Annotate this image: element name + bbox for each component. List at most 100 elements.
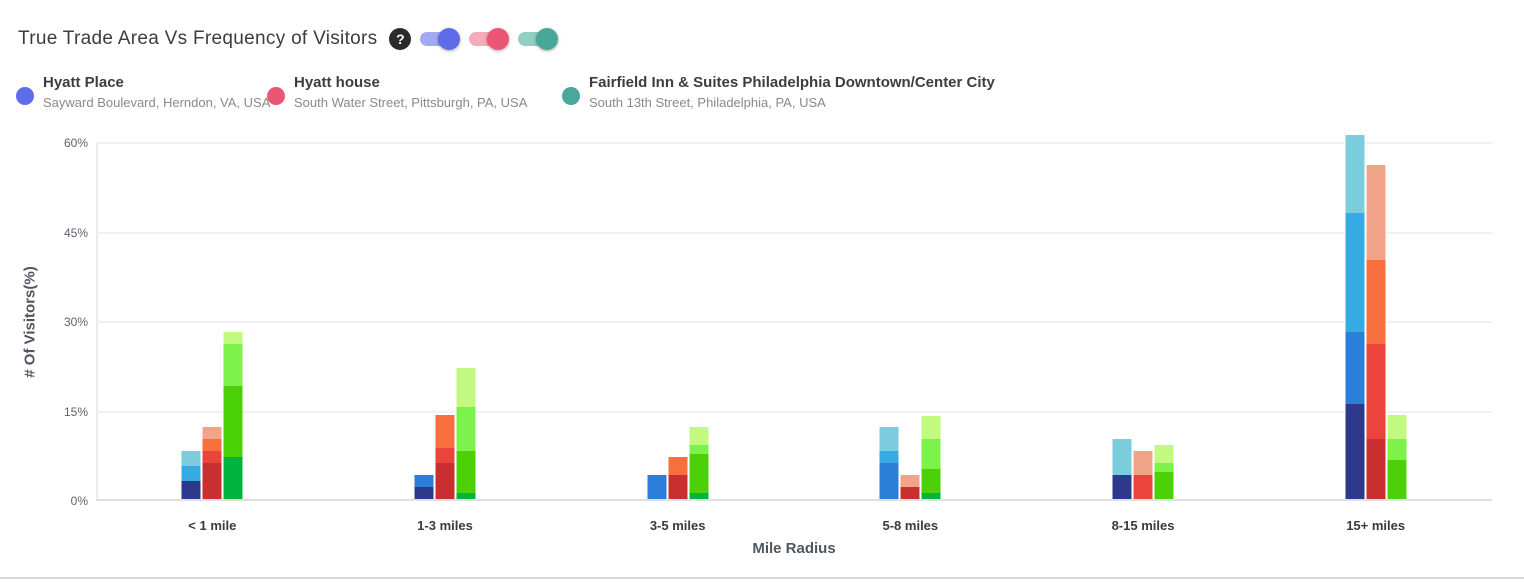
legend-hotel-name: Hyatt Place [43,74,124,91]
bar-segment [1112,475,1132,499]
x-axis-line [96,499,1492,501]
hotel-toggle-hyatt-place[interactable] [420,27,461,51]
bar-segment [1345,331,1365,404]
bar-group [646,427,710,499]
bar-segment [921,439,941,470]
bar-segment [1345,135,1365,213]
stacked-bar[interactable] [1386,415,1408,499]
stacked-bar[interactable] [1344,135,1366,499]
stacked-bar[interactable] [667,457,689,499]
bar-segment [1366,439,1386,499]
legend-item-hyatt-house: Hyatt house South Water Street, Pittsbur… [267,72,527,113]
stacked-bar[interactable] [455,367,477,499]
stacked-bar[interactable] [1365,164,1387,499]
bar-segment [181,466,201,482]
bar-segment [1154,445,1174,464]
bar-group [180,331,244,499]
y-tick-label: 30% [63,315,88,329]
bar-group [878,415,942,499]
y-tick-label: 15% [63,404,88,419]
y-tick-label: 45% [63,225,88,240]
stacked-bar[interactable] [201,427,223,499]
hotel-toggle-hyatt-house[interactable] [469,27,510,51]
bar-segment [1387,460,1407,499]
stacked-bar[interactable] [434,415,456,499]
bar-segment [1154,463,1174,473]
bar-segment [223,385,243,458]
gridline-15% [96,410,1492,413]
bar-segment [921,415,941,440]
stacked-bar[interactable] [180,451,202,499]
bar-segment [456,493,476,499]
legend-hotel-name: Hyatt house [294,74,380,91]
bar-segment [668,457,688,476]
bar-segment [202,427,222,440]
stacked-bar[interactable] [878,427,900,499]
hotel-toggle-fairfield[interactable] [518,27,559,51]
chart-header: True Trade Area Vs Frequency of Visitors… [18,26,559,52]
bar-segment [689,493,709,499]
stacked-bar[interactable] [646,475,668,499]
y-axis-ticks: 0% 15% 30% 45% 60% [38,136,88,508]
bar-segment [202,451,222,464]
bar-segment [223,331,243,344]
bar-segment [668,475,688,499]
gridline-60% [96,142,1492,144]
stacked-bar[interactable] [413,475,435,499]
bar-segment [879,427,899,452]
toggle-thumb [487,28,510,50]
bar-group [1111,439,1175,499]
stacked-bar[interactable] [920,415,942,499]
bar-segment [1345,403,1365,499]
legend-hotel-address: Sayward Boulevard, Herndon, VA, USA [43,95,271,110]
bar-segment [1387,439,1407,461]
bar-segment [202,439,222,452]
x-tick-label: < 1 mile [188,518,237,533]
gridline-45% [96,231,1492,234]
stacked-bar[interactable] [899,475,921,499]
bar-segment [1366,260,1386,344]
bar-group [1344,135,1408,499]
x-axis-title: Mile Radius [752,540,836,557]
stacked-bar[interactable] [1111,439,1133,499]
y-tick-label: 60% [63,136,88,150]
x-tick-label: 3-5 miles [649,518,706,533]
legend-dot [562,87,580,105]
x-tick-label: 15+ miles [1346,518,1406,533]
bar-segment [456,367,476,407]
bar-segment [456,406,476,452]
bar-segment [921,493,941,499]
legend-dot [267,87,285,105]
bar-segment [879,451,899,464]
stacked-bar[interactable] [1153,445,1175,499]
x-axis-ticks: < 1 mile 1-3 miles 3-5 miles 5-8 miles 8-15 … [96,518,1492,534]
x-tick-label: 5-8 miles [882,518,939,533]
bar-segment [921,469,941,494]
card-bottom-border [0,577,1524,579]
plot-area [96,135,1492,501]
bar-segment [181,481,201,499]
bar-segment [879,463,899,499]
help-icon[interactable]: ? [389,28,412,50]
legend-hotel-address: South Water Street, Pittsburgh, PA, USA [294,95,528,110]
toggle-thumb [536,28,559,50]
stacked-bar[interactable] [1132,451,1154,499]
legend-hotel-name: Fairfield Inn & Suites Philadelphia Down… [589,74,995,91]
gridline-30% [96,321,1492,323]
bar-segment [223,457,243,499]
stacked-bar[interactable] [688,427,710,499]
bar-segment [456,451,476,494]
bar-segment [202,463,222,499]
toggle-thumb [438,28,461,50]
bar-segment [647,475,667,499]
bar-segment [689,454,709,494]
legend-item-fairfield: Fairfield Inn & Suites Philadelphia Down… [562,72,995,113]
bar-segment [1154,472,1174,499]
bar-segment [1345,212,1365,332]
legend-dot [16,87,34,105]
y-axis-title: # Of Visitors(%) [21,266,39,378]
bar-segment [181,451,201,467]
bar-segment [689,445,709,455]
stacked-bar[interactable] [222,331,244,499]
bar-segment [900,475,920,488]
